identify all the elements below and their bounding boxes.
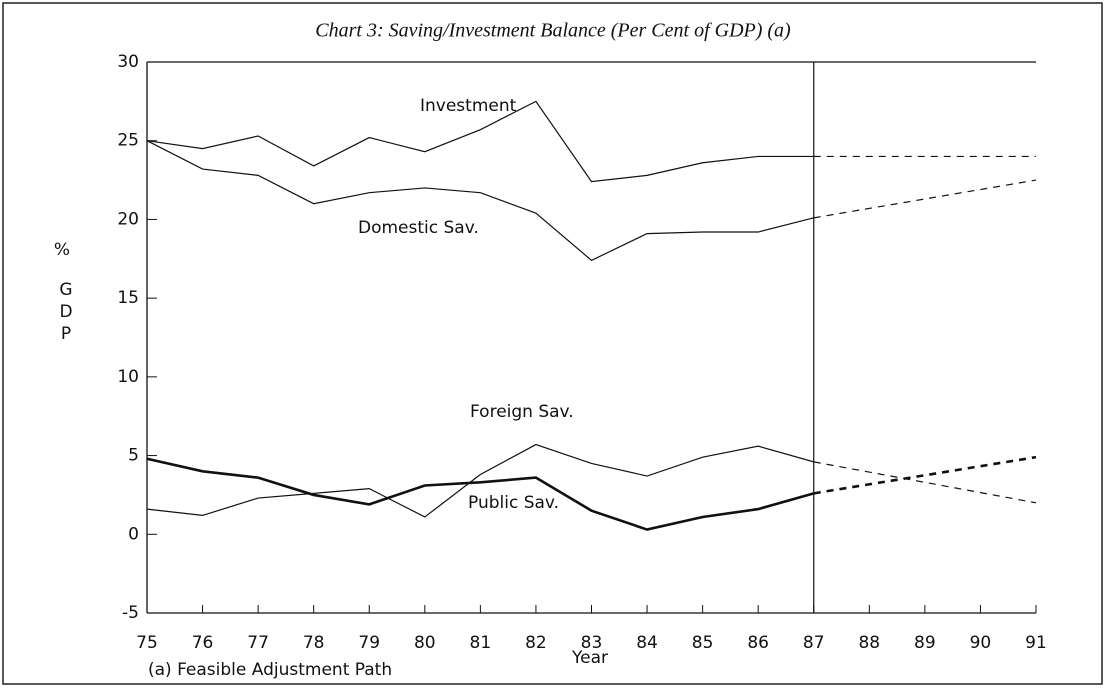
x-tick-label: 90 — [970, 633, 992, 653]
x-tick-label: 81 — [470, 633, 492, 653]
x-label: Year — [571, 648, 608, 668]
x-tick-label: 77 — [247, 633, 269, 653]
series-line — [813, 461, 1037, 504]
y-tick-label: -5 — [122, 603, 139, 623]
y-tick-label: 20 — [117, 209, 139, 229]
x-tick-label: 75 — [136, 633, 158, 653]
x-tick-label: 91 — [1025, 633, 1047, 653]
x-tick-label: 78 — [303, 633, 325, 653]
footnote: (a) Feasible Adjustment Path — [148, 660, 392, 680]
series-line — [813, 455, 1037, 495]
y-tick-label: 5 — [128, 446, 139, 466]
x-tick-label: 85 — [692, 633, 714, 653]
series-line — [813, 179, 1037, 219]
x-tick-label: 80 — [414, 633, 436, 653]
y-tick-label: 10 — [117, 367, 139, 387]
series-label: Public Sav. — [468, 493, 559, 513]
x-tick-label: 84 — [636, 633, 658, 653]
y-label-unit: % — [54, 240, 70, 260]
x-tick-label: 79 — [358, 633, 380, 653]
series-line — [146, 100, 814, 183]
y-tick-label: 0 — [128, 524, 139, 544]
series-line — [146, 140, 814, 262]
series-label: Investment — [420, 96, 517, 116]
x-tick-label: 89 — [914, 633, 936, 653]
series-line — [146, 457, 815, 531]
series-label: Foreign Sav. — [470, 402, 574, 422]
y-tick-label: 25 — [117, 131, 139, 151]
x-tick-label: 83 — [581, 633, 603, 653]
series-label: Domestic Sav. — [358, 218, 479, 238]
y-label: GDP — [56, 280, 76, 346]
series-line — [146, 443, 814, 518]
x-tick-label: 88 — [858, 633, 880, 653]
y-tick-label: 15 — [117, 288, 139, 308]
chart-title: Chart 3: Saving/Investment Balance (Per … — [315, 20, 791, 42]
x-tick-label: 82 — [525, 633, 547, 653]
x-tick-label: 76 — [192, 633, 214, 653]
y-tick-label: 30 — [117, 52, 139, 72]
x-tick-label: 87 — [803, 633, 825, 653]
x-tick-label: 86 — [747, 633, 769, 653]
